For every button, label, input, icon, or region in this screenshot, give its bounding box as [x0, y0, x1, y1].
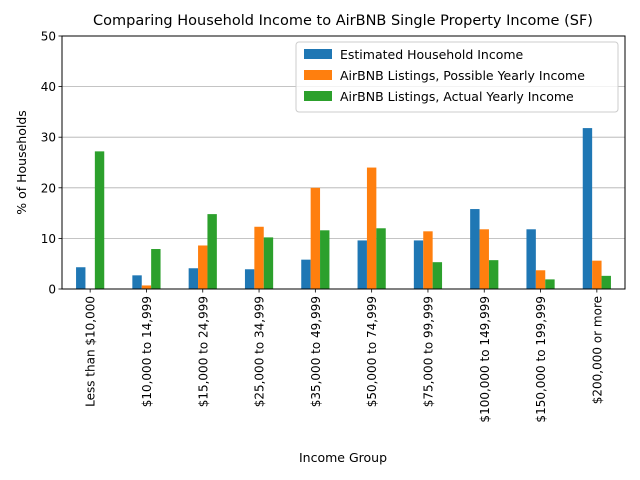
- bar-3-6: [376, 228, 386, 289]
- x-tick-label: $15,000 to 24,999: [196, 296, 210, 407]
- x-tick-label: $35,000 to 49,999: [309, 296, 323, 407]
- legend-swatch: [304, 70, 332, 80]
- y-axis-ticks: 0 10 20 30 40 50: [41, 30, 62, 297]
- bar-3-10: [601, 275, 611, 289]
- y-tick-label: 30: [41, 131, 56, 145]
- bar-1-4: [244, 269, 255, 289]
- y-tick-label: 20: [41, 181, 56, 195]
- bar-3-4: [263, 237, 274, 289]
- y-tick-label: 10: [41, 232, 56, 246]
- bar-1-8: [470, 209, 480, 289]
- bar-1-5: [301, 259, 311, 289]
- bar-2-8: [479, 229, 489, 289]
- chart-title: Comparing Household Income to AirBNB Sin…: [93, 13, 593, 29]
- bar-2-9: [535, 270, 546, 289]
- bar-3-2: [151, 249, 161, 289]
- legend-swatch: [304, 91, 332, 101]
- x-tick-label: $75,000 to 99,999: [421, 296, 435, 407]
- legend-label: AirBNB Listings, Possible Yearly Income: [340, 68, 585, 83]
- x-axis-label: Income Group: [299, 450, 387, 465]
- bar-3-1: [94, 151, 105, 289]
- bar-3-8: [488, 260, 499, 289]
- x-tick-label: $25,000 to 34,999: [253, 296, 267, 407]
- bar-1-9: [526, 229, 536, 289]
- legend: Estimated Household Income AirBNB Listing…: [295, 41, 619, 113]
- bar-2-2: [141, 285, 152, 289]
- legend-label: Estimated Household Income: [340, 47, 524, 62]
- y-tick-label: 40: [41, 80, 56, 94]
- bars: [76, 128, 611, 289]
- x-tick-label: $100,000 to 149,999: [478, 296, 492, 423]
- bar-2-10: [592, 260, 602, 289]
- bar-1-6: [357, 240, 367, 289]
- x-tick-label: $200,000 or more: [590, 296, 604, 404]
- x-tick-label: $10,000 to 14,999: [140, 296, 154, 407]
- y-tick-label: 50: [41, 30, 56, 44]
- bar-2-5: [310, 187, 321, 289]
- x-tick-label: Less than $10,000: [84, 296, 98, 407]
- bar-2-7: [423, 231, 433, 289]
- bar-3-5: [320, 230, 330, 289]
- legend-label: AirBNB Listings, Actual Yearly Income: [340, 89, 574, 104]
- bar-3-3: [207, 214, 217, 289]
- bar-2-3: [198, 245, 208, 289]
- bar-3-9: [545, 279, 555, 289]
- x-tick-label: $50,000 to 74,999: [365, 296, 379, 407]
- bar-2-6: [366, 167, 377, 289]
- bar-2-4: [254, 226, 264, 289]
- bar-1-3: [188, 268, 199, 289]
- bar-1-1: [76, 267, 86, 289]
- bar-3-7: [432, 262, 443, 289]
- legend-box: [295, 41, 619, 113]
- x-axis-ticks: Less than $10,000 $10,000 to 14,999 $15,00…: [84, 289, 604, 423]
- plot-frame: [61, 35, 626, 290]
- x-tick-label: $150,000 to 199,999: [534, 296, 548, 423]
- y-axis-label: % of Households: [14, 110, 29, 215]
- y-tick-label: 0: [48, 283, 56, 297]
- legend-swatch: [304, 49, 332, 59]
- bar-1-7: [413, 240, 424, 289]
- bar-1-10: [582, 128, 593, 289]
- bar-1-2: [132, 275, 142, 289]
